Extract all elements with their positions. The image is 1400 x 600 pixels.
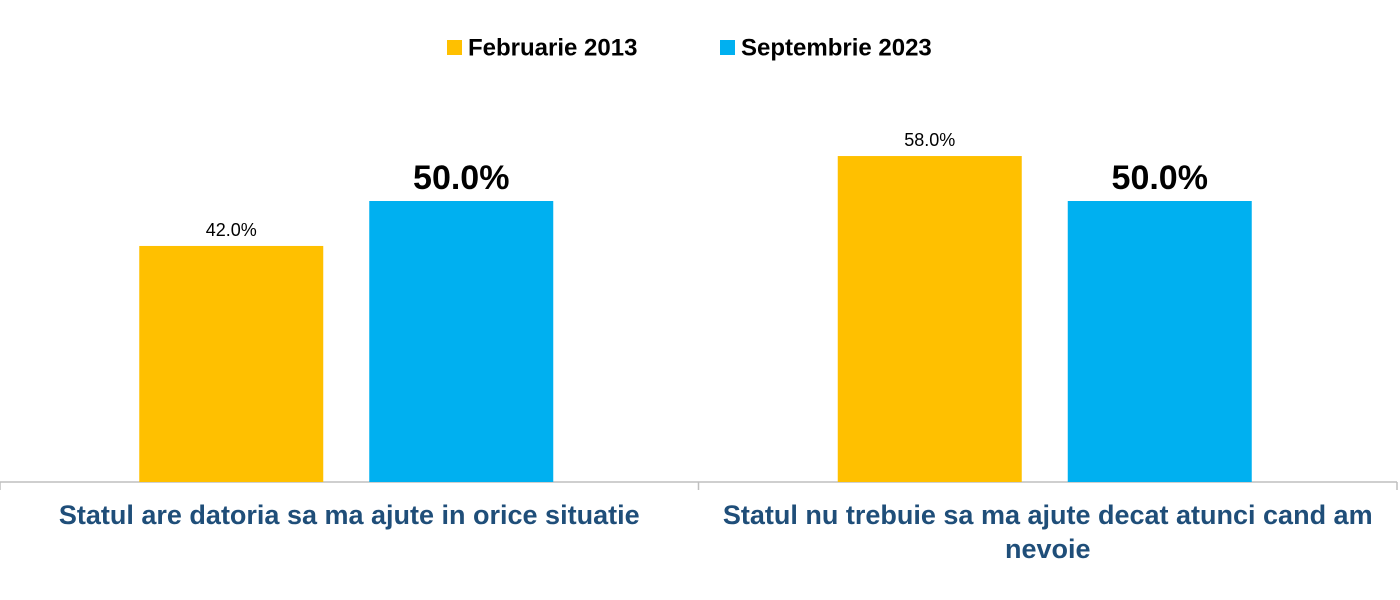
legend-swatch [720,40,735,55]
legend-label: Septembrie 2023 [741,34,932,61]
value-label: 42.0% [206,220,257,240]
bar [1067,201,1252,482]
value-label: 58.0% [904,130,955,150]
bar [139,245,324,482]
legend-swatch [447,40,462,55]
bar [369,201,554,482]
category-label: Statul are datoria sa ma ajute in orice … [58,500,640,530]
category-label: Statul nu trebuie sa ma ajute decat atun… [722,500,1373,564]
bar [837,156,1022,483]
legend-label: Februarie 2013 [468,34,637,61]
value-label: 50.0% [1112,159,1208,197]
value-label: 50.0% [413,159,509,197]
